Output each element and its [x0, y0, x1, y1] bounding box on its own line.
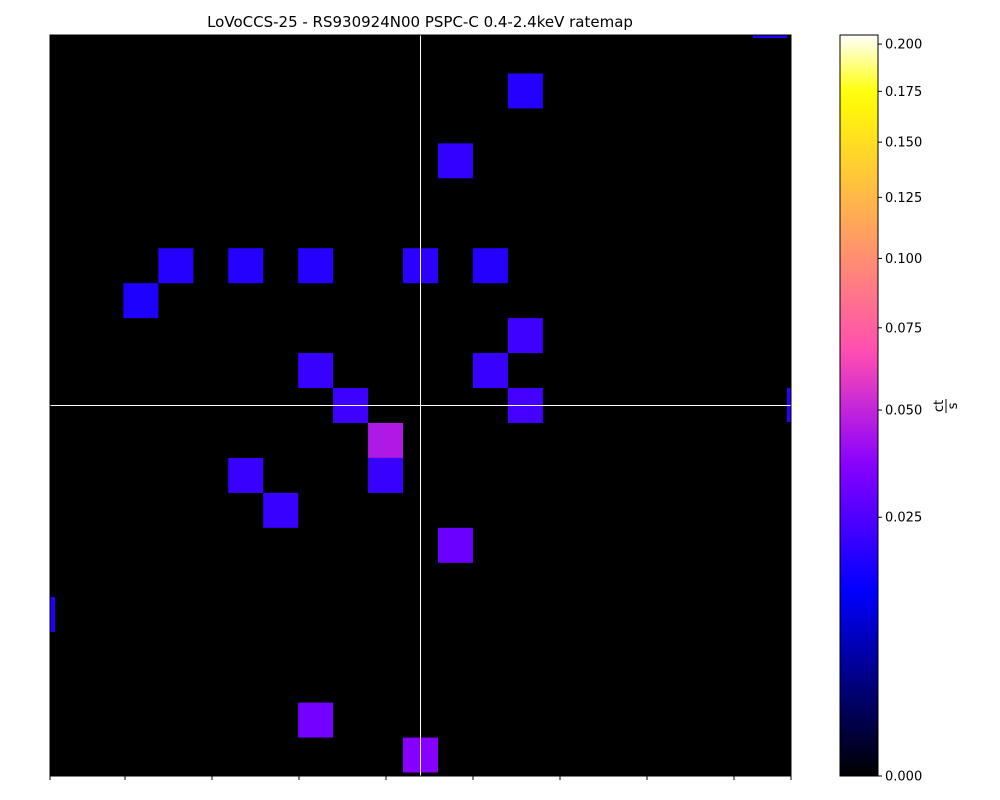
colorbar-label-numerator: ct: [932, 400, 947, 412]
x-axis-ticks: [49, 776, 792, 780]
heatmap-cell: [437, 143, 473, 179]
heatmap-cell: [228, 457, 264, 493]
heatmap-cell: [507, 73, 543, 109]
colorbar-frame: [839, 34, 879, 777]
colorbar-tick-label: 0.150: [885, 136, 922, 151]
heatmap-cell: [368, 422, 404, 458]
edge-sliver: [753, 35, 787, 38]
colorbar-tick-label: 0.100: [885, 252, 922, 267]
colorbar-tick-label: 0.025: [885, 511, 922, 526]
heatmap-cell: [123, 283, 159, 319]
image-frame: [49, 34, 792, 777]
colorbar: [840, 35, 878, 776]
heatmap-cell: [263, 492, 299, 528]
colorbar-tick-label: 0.075: [885, 321, 922, 336]
heatmap-cell: [368, 457, 404, 493]
heatmap-cell: [437, 527, 473, 563]
colorbar-label-denominator: s: [946, 402, 961, 409]
colorbar-tick-label: 0.200: [885, 38, 922, 53]
heatmap-cell: [228, 248, 264, 284]
heatmap-cell: [298, 248, 334, 284]
colorbar-tick-label: 0.000: [885, 770, 922, 785]
heatmap-cell: [472, 248, 508, 284]
heatmap-cell: [507, 318, 543, 354]
colorbar-tick-label: 0.050: [885, 404, 922, 419]
colorbar-tick-label: 0.175: [885, 85, 922, 100]
heatmap-cell: [472, 353, 508, 389]
heatmap-cell: [158, 248, 194, 284]
colorbar-ticks: 0.000 0.025 0.050 0.075 0.100 0.125 0.150 0.175…: [878, 38, 922, 785]
heatmap-cell: [298, 702, 334, 738]
edge-sliver: [50, 597, 55, 615]
chart-title: LoVoCCS-25 - RS930924N00 PSPC-C 0.4-2.4k…: [207, 13, 633, 31]
colorbar-label: ct s: [932, 399, 961, 413]
heatmap-cells: [123, 73, 543, 773]
edge-sliver: [50, 615, 55, 632]
colorbar-tick-label: 0.125: [885, 191, 922, 206]
heatmap-cell: [298, 353, 334, 389]
